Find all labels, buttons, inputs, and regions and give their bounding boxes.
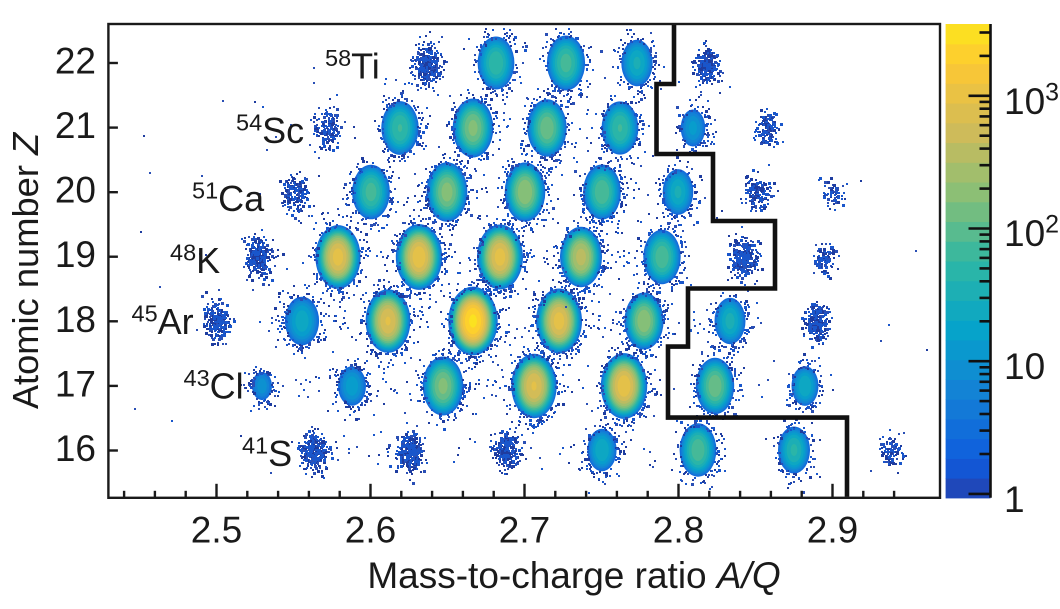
svg-text:21: 21: [55, 105, 96, 146]
svg-text:1: 1: [1004, 479, 1025, 520]
svg-text:54Sc: 54Sc: [236, 109, 304, 151]
svg-text:17: 17: [55, 363, 96, 404]
svg-text:22: 22: [55, 41, 96, 82]
svg-text:2.5: 2.5: [191, 510, 242, 551]
svg-text:45Ar: 45Ar: [132, 300, 194, 342]
svg-text:41S: 41S: [242, 432, 292, 474]
svg-text:58Ti: 58Ti: [325, 45, 380, 87]
svg-text:Atomic number Z: Atomic number Z: [5, 131, 46, 409]
svg-text:2.8: 2.8: [653, 510, 704, 551]
svg-text:2.9: 2.9: [807, 510, 858, 551]
svg-text:20: 20: [55, 170, 96, 211]
svg-text:10: 10: [1004, 346, 1045, 387]
svg-text:Mass-to-charge ratio A/Q: Mass-to-charge ratio A/Q: [367, 555, 780, 596]
svg-text:2.7: 2.7: [499, 510, 550, 551]
svg-text:2.6: 2.6: [345, 510, 396, 551]
svg-text:51Ca: 51Ca: [192, 177, 265, 219]
svg-text:19: 19: [55, 234, 96, 275]
svg-text:16: 16: [55, 428, 96, 469]
svg-text:18: 18: [55, 299, 96, 340]
svg-text:43Cl: 43Cl: [184, 365, 244, 407]
svg-text:48K: 48K: [170, 239, 220, 281]
